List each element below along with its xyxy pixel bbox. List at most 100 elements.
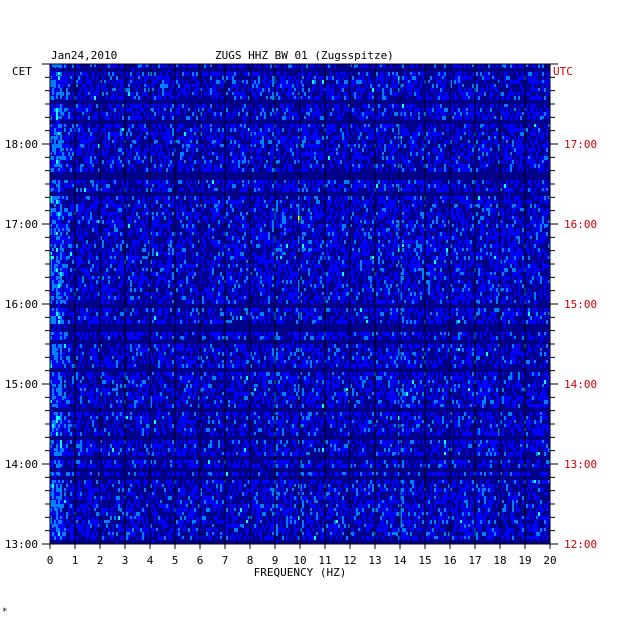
heatmap-cell	[294, 220, 296, 224]
heatmap-cell	[526, 200, 528, 203]
heatmap-cell	[254, 96, 256, 99]
heatmap-cell	[438, 144, 440, 148]
heatmap-cell	[222, 104, 224, 108]
heatmap-cell	[270, 140, 272, 144]
heatmap-cell	[86, 160, 88, 163]
heatmap-cell	[514, 80, 516, 84]
heatmap-cell	[476, 200, 478, 204]
heatmap-cell	[510, 128, 512, 132]
heatmap-cell	[456, 220, 458, 224]
heatmap-cell	[388, 88, 390, 92]
heatmap-cell	[432, 132, 434, 136]
heatmap-cell	[64, 156, 66, 160]
heatmap-cell	[528, 72, 530, 76]
heatmap-cell	[402, 180, 404, 184]
heatmap-cell	[542, 196, 544, 199]
heatmap-cell	[428, 160, 430, 164]
heatmap-cell	[356, 112, 358, 116]
heatmap-cell	[104, 88, 106, 91]
heatmap-cell	[418, 128, 420, 132]
heatmap-cell	[212, 112, 214, 116]
heatmap-cell	[122, 80, 124, 84]
heatmap-cell	[114, 204, 116, 207]
heatmap-cell	[184, 132, 186, 136]
heatmap-cell	[262, 132, 264, 136]
heatmap-cell	[244, 160, 246, 163]
heatmap-cell	[144, 80, 146, 84]
heatmap-cell	[108, 64, 110, 68]
heatmap-cell	[172, 132, 174, 136]
heatmap-cell	[186, 84, 188, 88]
heatmap-cell	[510, 180, 512, 184]
heatmap-cell	[182, 216, 184, 220]
heatmap-cell	[518, 96, 520, 100]
heatmap-cell	[390, 200, 392, 204]
heatmap-cell	[66, 80, 68, 84]
heatmap-cell	[258, 80, 260, 84]
heatmap-cell	[144, 104, 146, 108]
heatmap-cell	[116, 204, 118, 208]
heatmap-cell	[318, 140, 320, 144]
heatmap-cell	[366, 124, 368, 128]
heatmap-cell	[256, 136, 258, 139]
heatmap-cell	[126, 208, 128, 212]
heatmap-cell	[328, 156, 330, 160]
heatmap-cell	[260, 180, 262, 184]
heatmap-cell	[320, 168, 322, 171]
heatmap-cell	[332, 208, 334, 212]
heatmap-cell	[234, 164, 236, 168]
heatmap-cell	[56, 132, 58, 136]
heatmap-cell	[332, 140, 334, 144]
heatmap-cell	[60, 108, 62, 112]
heatmap-cell	[164, 208, 166, 212]
heatmap-cell	[316, 144, 318, 147]
heatmap-cell	[64, 196, 66, 200]
heatmap-cell	[412, 116, 414, 120]
heatmap-cell	[138, 96, 140, 100]
heatmap-cell	[414, 72, 416, 75]
heatmap-cell	[122, 64, 124, 68]
heatmap-cell	[326, 180, 328, 184]
heatmap-cell	[56, 200, 58, 204]
heatmap-cell	[340, 72, 342, 75]
heatmap-cell	[414, 92, 416, 96]
heatmap-cell	[214, 144, 216, 148]
heatmap-cell	[428, 96, 430, 99]
heatmap-cell	[470, 200, 472, 203]
heatmap-cell	[104, 152, 106, 155]
heatmap-cell	[60, 148, 62, 152]
heatmap-cell	[214, 188, 216, 191]
heatmap-cell	[96, 204, 98, 207]
heatmap-cell	[346, 220, 348, 224]
heatmap-cell	[520, 64, 522, 68]
heatmap-cell	[308, 164, 310, 168]
heatmap-cell	[54, 136, 56, 140]
heatmap-cell	[320, 84, 322, 88]
heatmap-cell	[368, 184, 370, 188]
heatmap-cell	[302, 216, 304, 219]
heatmap-cell	[280, 224, 282, 228]
heatmap-cell	[96, 224, 98, 228]
heatmap-cell	[142, 152, 144, 156]
heatmap-cell	[78, 180, 80, 184]
heatmap-cell	[508, 168, 510, 171]
heatmap-cell	[446, 196, 448, 200]
heatmap-cell	[384, 180, 386, 183]
heatmap-cell	[184, 92, 186, 95]
heatmap-cell	[234, 108, 236, 112]
heatmap-cell	[56, 224, 58, 228]
heatmap-cell	[314, 188, 316, 192]
heatmap-cell	[458, 64, 460, 68]
heatmap-cell	[422, 108, 424, 111]
heatmap-cell	[320, 216, 322, 219]
heatmap-cell	[120, 208, 122, 212]
heatmap-cell	[232, 184, 234, 188]
heatmap-cell	[144, 112, 146, 116]
heatmap-cell	[366, 84, 368, 88]
heatmap-cell	[290, 164, 292, 168]
heatmap-cell	[222, 204, 224, 208]
heatmap-cell	[364, 104, 366, 108]
heatmap-cell	[256, 156, 258, 160]
heatmap-cell	[412, 200, 414, 204]
heatmap-cell	[518, 148, 520, 151]
